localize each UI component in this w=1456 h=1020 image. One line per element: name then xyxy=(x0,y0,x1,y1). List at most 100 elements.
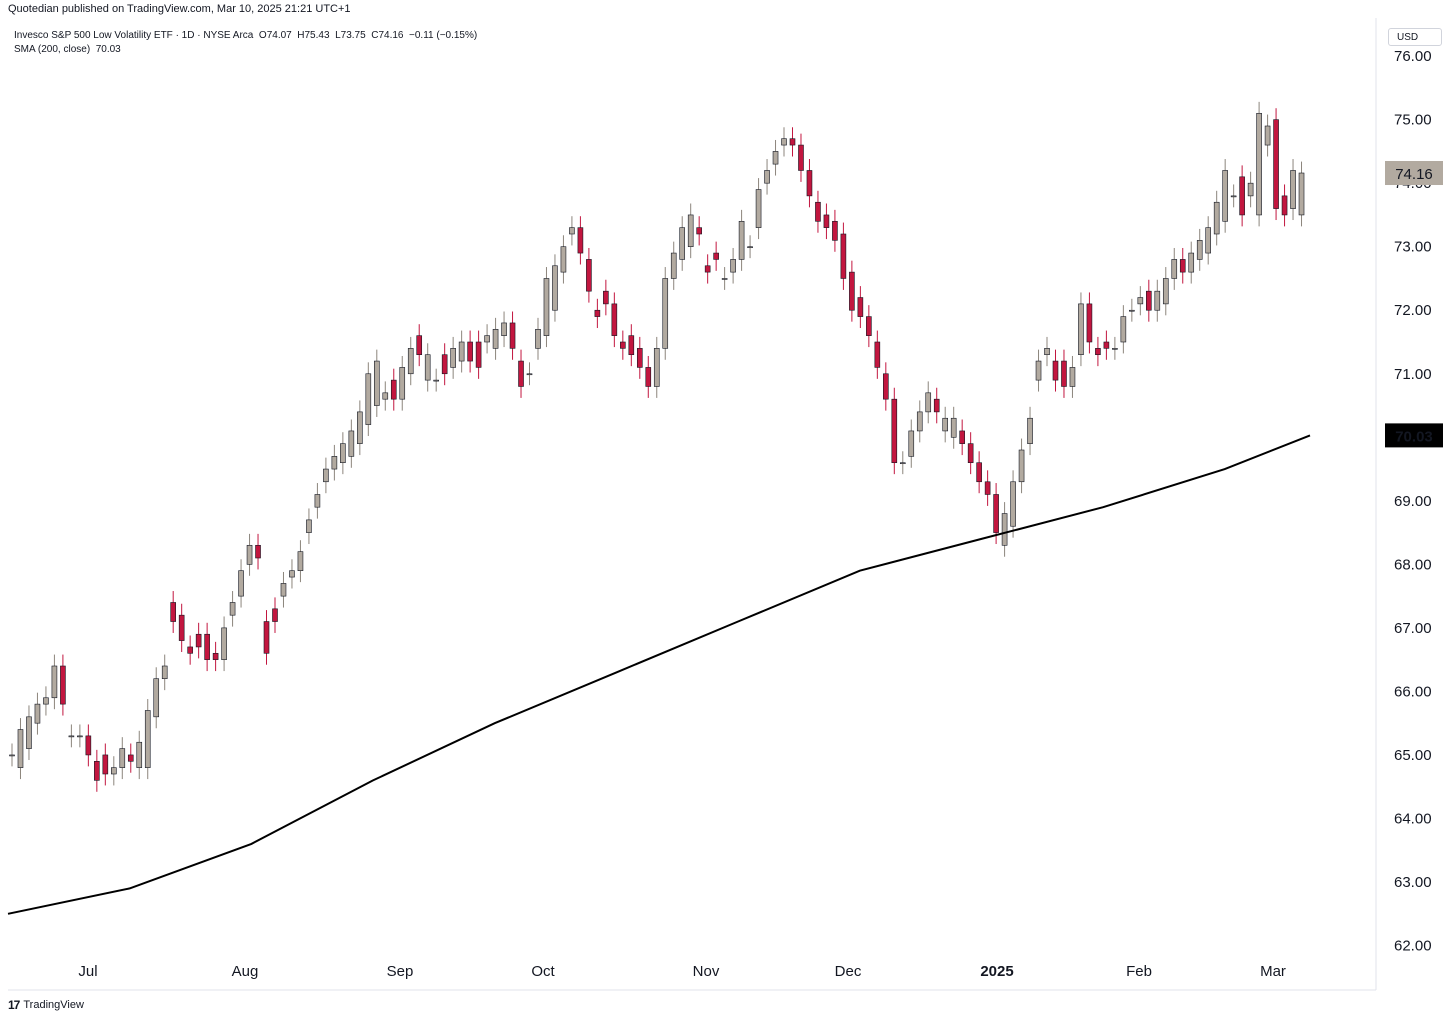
candle[interactable] xyxy=(670,241,677,290)
tradingview-logo[interactable]: 17 TradingView xyxy=(8,998,84,1012)
candle[interactable] xyxy=(738,209,745,271)
candle[interactable] xyxy=(993,483,999,545)
candle[interactable] xyxy=(1001,502,1008,557)
candle[interactable] xyxy=(1078,292,1084,367)
candle[interactable] xyxy=(170,591,176,633)
candle[interactable] xyxy=(730,247,736,284)
candle[interactable] xyxy=(475,330,482,379)
candle[interactable] xyxy=(1179,247,1186,284)
candle[interactable] xyxy=(577,216,584,265)
candle[interactable] xyxy=(832,209,838,252)
candle[interactable] xyxy=(1298,161,1305,227)
candle[interactable] xyxy=(221,616,227,672)
candle[interactable] xyxy=(849,260,855,322)
candle[interactable] xyxy=(407,336,414,386)
candle[interactable] xyxy=(161,654,168,691)
candle[interactable] xyxy=(1281,184,1288,227)
candle[interactable] xyxy=(365,362,372,437)
candle[interactable] xyxy=(772,139,779,176)
candle[interactable] xyxy=(1120,305,1127,354)
candle[interactable] xyxy=(518,349,524,398)
currency-button[interactable]: USD xyxy=(1388,28,1442,46)
candle[interactable] xyxy=(77,724,83,748)
candle[interactable] xyxy=(1095,336,1101,367)
candle[interactable] xyxy=(1239,165,1245,227)
candle[interactable] xyxy=(26,705,32,761)
candle[interactable] xyxy=(1247,171,1254,208)
candle[interactable] xyxy=(102,743,109,786)
candle[interactable] xyxy=(866,305,872,348)
candle[interactable] xyxy=(687,203,694,259)
candle[interactable] xyxy=(43,686,49,716)
candle[interactable] xyxy=(1061,349,1067,398)
candle[interactable] xyxy=(1230,184,1237,208)
candle[interactable] xyxy=(645,355,652,398)
candle[interactable] xyxy=(340,432,346,475)
candle[interactable] xyxy=(238,559,244,608)
candle[interactable] xyxy=(450,336,456,379)
candle[interactable] xyxy=(390,368,397,411)
candle[interactable] xyxy=(187,635,193,665)
candle[interactable] xyxy=(662,267,669,360)
candle[interactable] xyxy=(883,362,889,411)
candle[interactable] xyxy=(51,654,58,710)
candle[interactable] xyxy=(636,336,643,379)
candle[interactable] xyxy=(696,216,702,246)
candle[interactable] xyxy=(424,343,431,392)
candle[interactable] xyxy=(815,190,821,233)
sma-line[interactable]: SMA (200, close) 70.03 xyxy=(14,44,121,55)
candle[interactable] xyxy=(984,470,991,506)
candle[interactable] xyxy=(721,267,728,290)
candle[interactable] xyxy=(1129,298,1135,322)
candle[interactable] xyxy=(458,330,465,373)
candle[interactable] xyxy=(933,387,940,424)
candle[interactable] xyxy=(1137,286,1144,316)
candle[interactable] xyxy=(1112,336,1118,360)
candle[interactable] xyxy=(153,667,160,729)
candle[interactable] xyxy=(874,330,881,379)
candle[interactable] xyxy=(144,699,151,780)
candle[interactable] xyxy=(34,692,41,735)
candle[interactable] xyxy=(280,571,287,608)
candle[interactable] xyxy=(1162,267,1169,316)
candle[interactable] xyxy=(348,419,355,468)
candle[interactable] xyxy=(331,444,338,481)
candle[interactable] xyxy=(1103,330,1110,360)
candle[interactable] xyxy=(899,451,906,475)
candle[interactable] xyxy=(178,603,185,653)
candle[interactable] xyxy=(620,330,626,360)
candle[interactable] xyxy=(297,540,304,583)
candle[interactable] xyxy=(840,222,847,290)
candle[interactable] xyxy=(195,622,202,659)
candle[interactable] xyxy=(501,311,507,348)
candle[interactable] xyxy=(560,235,567,284)
candle[interactable] xyxy=(543,267,550,348)
candle[interactable] xyxy=(373,349,380,417)
candle[interactable] xyxy=(653,336,660,398)
candle[interactable] xyxy=(289,559,295,589)
candle[interactable] xyxy=(492,317,499,360)
candle[interactable] xyxy=(94,749,100,792)
candle[interactable] xyxy=(1052,349,1059,392)
candle[interactable] xyxy=(1171,247,1178,290)
candle[interactable] xyxy=(569,216,575,246)
candle[interactable] xyxy=(1222,159,1228,233)
candle[interactable] xyxy=(382,381,389,411)
candle[interactable] xyxy=(1154,279,1161,322)
candle[interactable] xyxy=(1205,216,1211,265)
candle[interactable] xyxy=(136,730,143,780)
candle[interactable] xyxy=(17,718,24,780)
candle[interactable] xyxy=(823,203,830,240)
candle[interactable] xyxy=(764,159,770,195)
candle[interactable] xyxy=(484,324,490,354)
candle[interactable] xyxy=(679,216,686,271)
candle[interactable] xyxy=(119,737,126,780)
candle[interactable] xyxy=(857,286,864,329)
candle[interactable] xyxy=(1010,470,1016,538)
candle[interactable] xyxy=(704,254,711,284)
candle[interactable] xyxy=(306,508,312,545)
candle[interactable] xyxy=(255,533,261,570)
candle[interactable] xyxy=(611,292,618,348)
candle[interactable] xyxy=(246,533,253,576)
candle[interactable] xyxy=(127,743,134,773)
